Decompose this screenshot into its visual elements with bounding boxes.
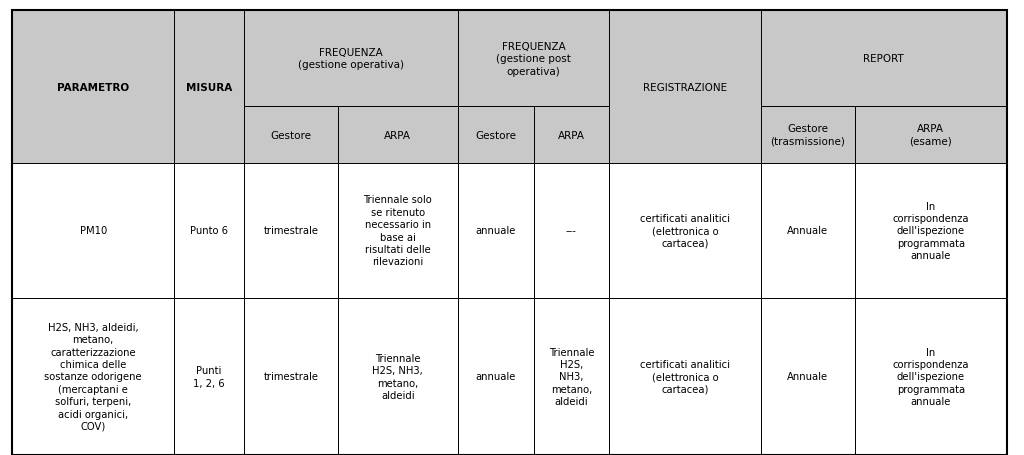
Bar [855, 164, 1007, 298]
Bar [458, 107, 534, 164]
Text: Triennale
H2S, NH3,
metano,
aldeidi: Triennale H2S, NH3, metano, aldeidi [373, 353, 423, 400]
Bar [534, 164, 609, 298]
Bar [534, 298, 609, 455]
Bar [174, 164, 244, 298]
Text: Triennale
H2S,
NH3,
metano,
aldeidi: Triennale H2S, NH3, metano, aldeidi [549, 347, 594, 406]
Text: FREQUENZA
(gestione operativa): FREQUENZA (gestione operativa) [298, 48, 403, 71]
Text: Annuale: Annuale [787, 226, 828, 236]
Bar [174, 298, 244, 455]
Text: Punti
1, 2, 6: Punti 1, 2, 6 [194, 365, 224, 388]
Text: MISURA: MISURA [185, 83, 232, 92]
Text: PM10: PM10 [80, 226, 106, 236]
Text: Punto 6: Punto 6 [189, 226, 228, 236]
Text: certificati analitici
(elettronica o
cartacea): certificati analitici (elettronica o car… [640, 213, 730, 248]
Text: Gestore: Gestore [475, 131, 516, 140]
Text: annuale: annuale [475, 226, 516, 236]
Text: FREQUENZA
(gestione post
operativa): FREQUENZA (gestione post operativa) [496, 42, 571, 76]
Text: Triennale solo
se ritenuto
necessario in
base ai
risultati delle
rilevazioni: Triennale solo se ritenuto necessario in… [364, 195, 432, 267]
Bar [761, 298, 855, 455]
Bar [609, 298, 761, 455]
Text: REGISTRAZIONE: REGISTRAZIONE [643, 83, 727, 92]
Text: REPORT: REPORT [863, 54, 904, 64]
Bar [244, 298, 338, 455]
Bar [534, 107, 609, 164]
Text: ARPA
(esame): ARPA (esame) [909, 124, 952, 147]
Bar [458, 164, 534, 298]
Bar [244, 107, 338, 164]
Bar [761, 107, 855, 164]
Text: ARPA: ARPA [558, 131, 585, 140]
Text: Annuale: Annuale [787, 372, 828, 381]
Bar [458, 11, 609, 107]
Bar [761, 11, 1007, 107]
Text: Gestore
(trasmissione): Gestore (trasmissione) [770, 124, 846, 147]
Bar [244, 11, 458, 107]
Text: Gestore: Gestore [270, 131, 311, 140]
Text: In
corrispondenza
dell'ispezione
programmata
annuale: In corrispondenza dell'ispezione program… [893, 201, 969, 261]
Bar [12, 298, 174, 455]
Bar [609, 164, 761, 298]
Bar [855, 107, 1007, 164]
Text: H2S, NH3, aldeidi,
metano,
caratterizzazione
chimica delle
sostanze odorigene
(m: H2S, NH3, aldeidi, metano, caratterizzaz… [44, 322, 142, 431]
Text: certificati analitici
(elettronica o
cartacea): certificati analitici (elettronica o car… [640, 359, 730, 394]
Text: PARAMETRO: PARAMETRO [57, 83, 129, 92]
Bar [458, 298, 534, 455]
Bar [174, 11, 244, 164]
Text: ARPA: ARPA [384, 131, 412, 140]
Bar [244, 164, 338, 298]
Bar [855, 298, 1007, 455]
Bar [338, 107, 458, 164]
Bar [338, 164, 458, 298]
Bar [12, 164, 174, 298]
Bar [338, 298, 458, 455]
Text: ---: --- [566, 226, 577, 236]
Bar [12, 11, 174, 164]
Text: In
corrispondenza
dell'ispezione
programmata
annuale: In corrispondenza dell'ispezione program… [893, 347, 969, 406]
Text: annuale: annuale [475, 372, 516, 381]
Text: trimestrale: trimestrale [263, 372, 318, 381]
Text: trimestrale: trimestrale [263, 226, 318, 236]
Bar [609, 11, 761, 164]
Bar [761, 164, 855, 298]
